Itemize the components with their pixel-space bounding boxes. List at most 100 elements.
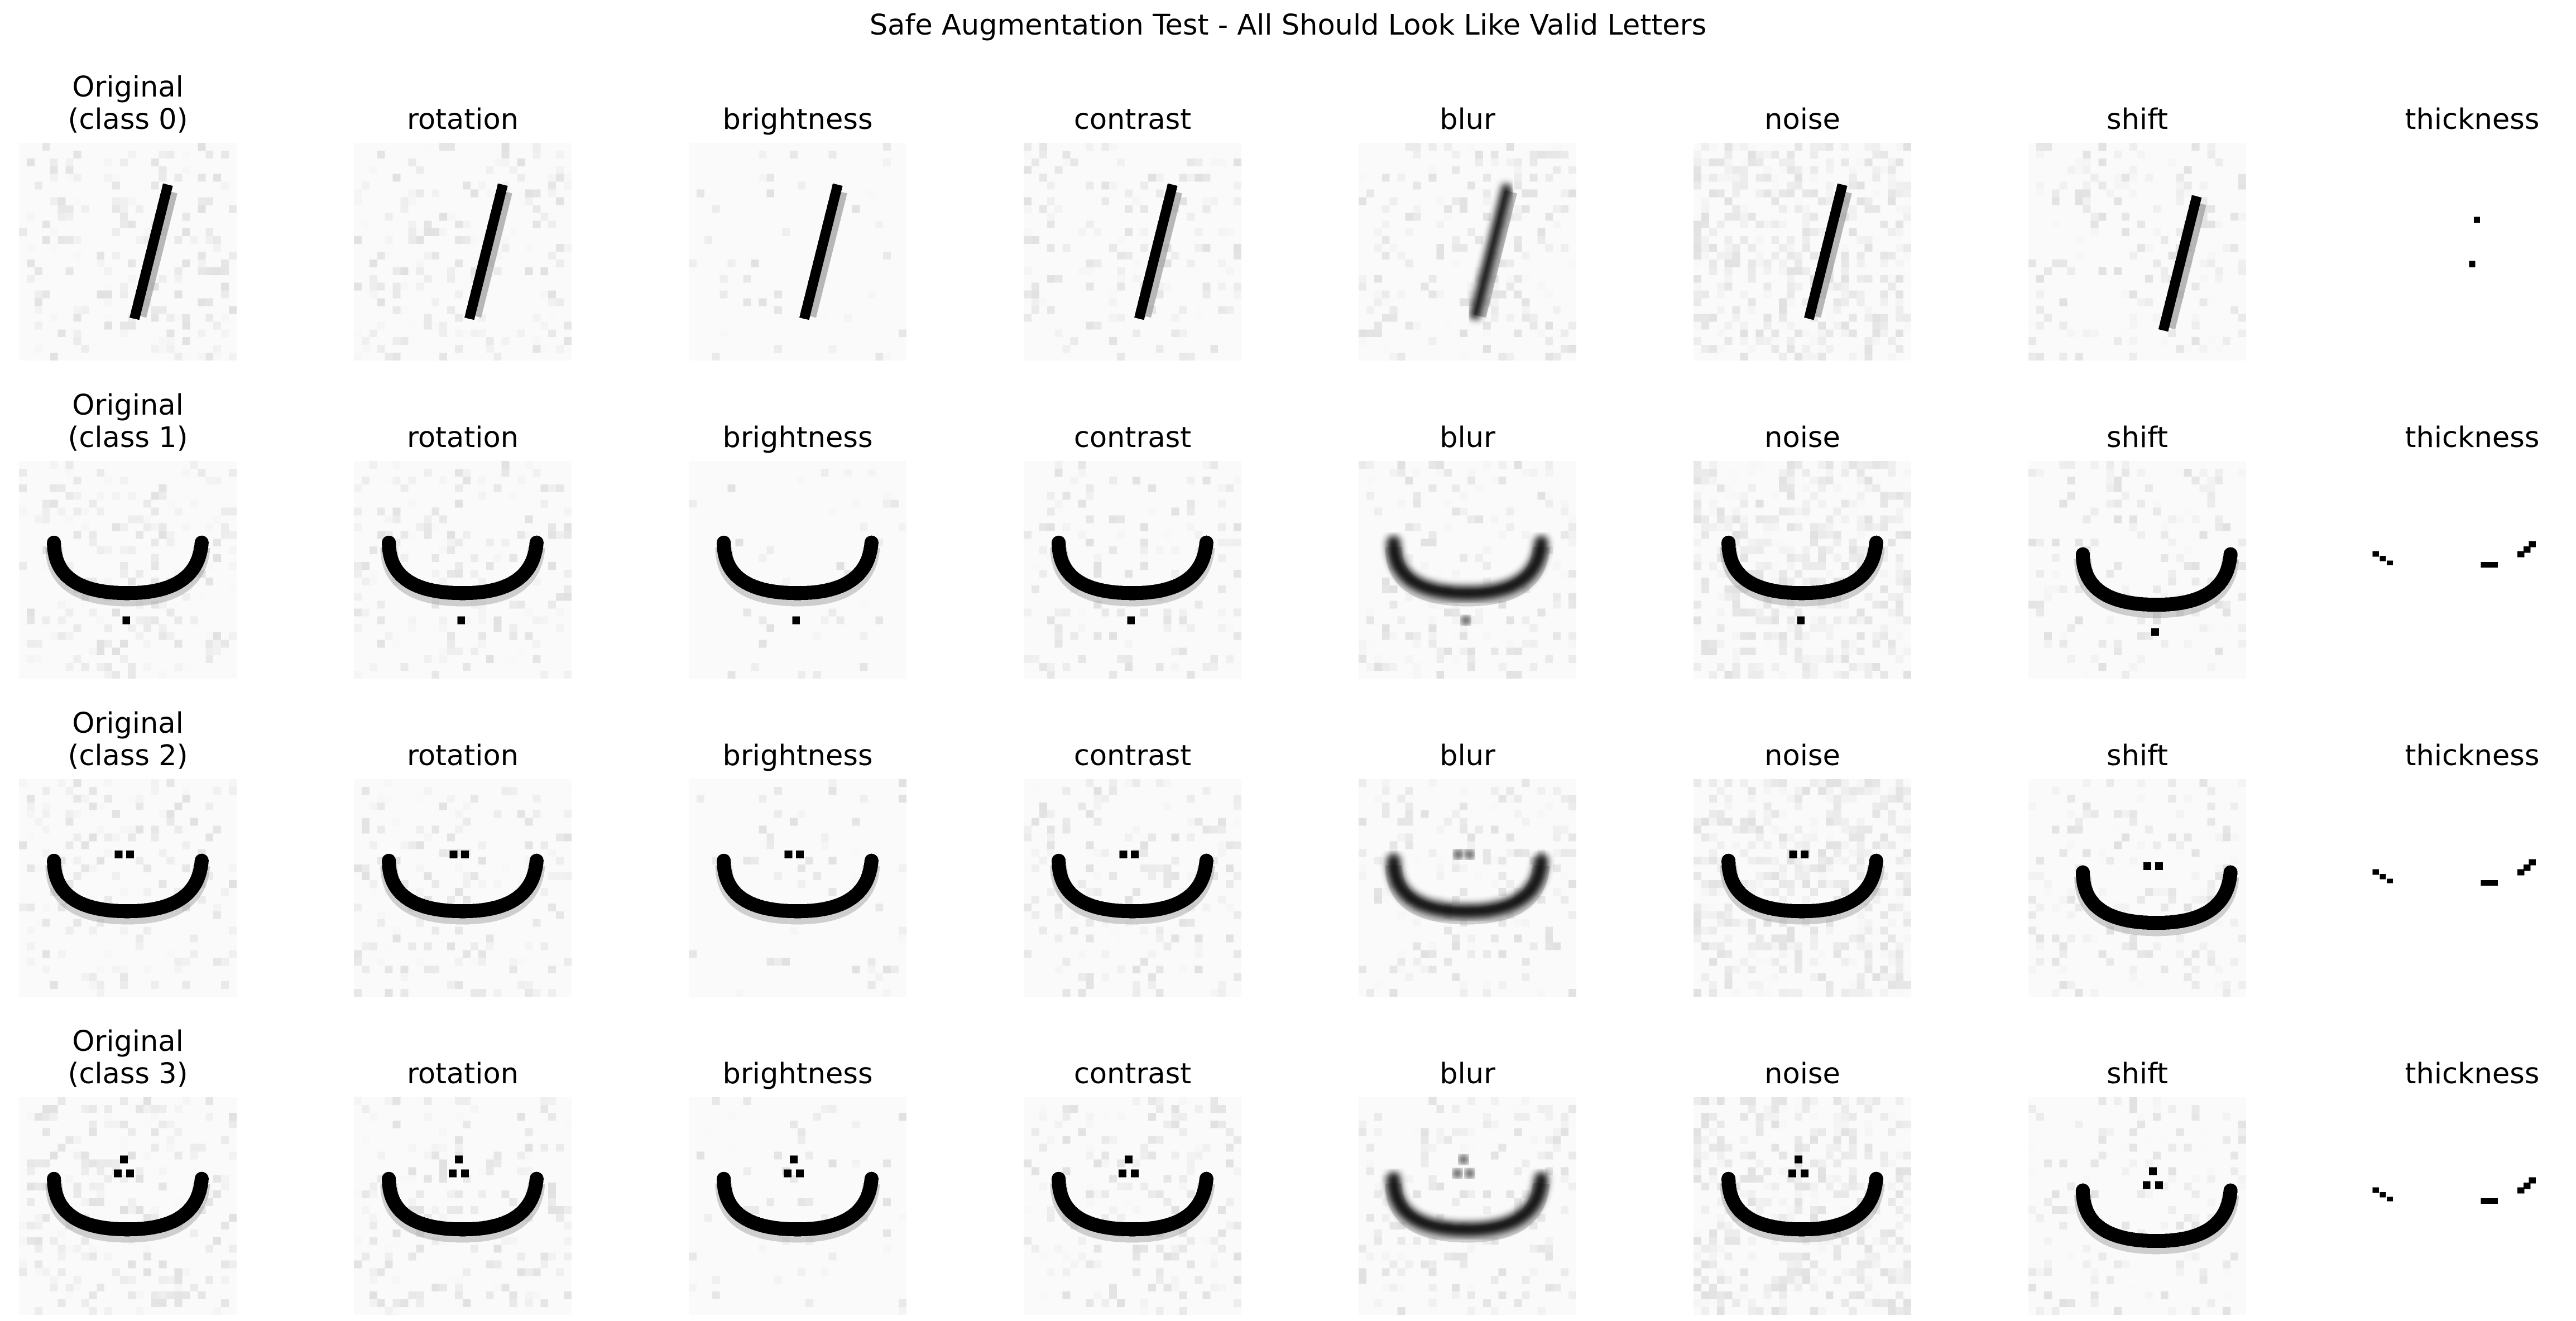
augmented-image xyxy=(689,461,906,679)
augmented-image xyxy=(1024,143,1241,361)
column-title: shift xyxy=(2106,421,2169,454)
augmented-image xyxy=(1694,1097,1911,1315)
letter-glyph xyxy=(2074,547,2239,636)
augmented-image xyxy=(1359,461,1576,679)
column-title: shift xyxy=(2106,1058,2169,1091)
fragment-pixel xyxy=(2380,1192,2386,1198)
dot xyxy=(2155,1181,2163,1189)
bowl-stroke xyxy=(1387,1171,1548,1237)
bowl-stroke xyxy=(47,853,209,919)
column-title: contrast xyxy=(1073,103,1192,136)
dot xyxy=(1119,851,1128,859)
bowl-stroke xyxy=(1052,853,1213,919)
dot xyxy=(2151,628,2159,636)
fragment-pixel xyxy=(2386,878,2393,883)
column-title: rotation xyxy=(407,1058,519,1091)
augmented-image xyxy=(1024,779,1241,997)
dot xyxy=(126,851,135,859)
letter-glyph xyxy=(1385,1155,1550,1243)
noise-pixels xyxy=(1359,1097,1576,1315)
glyph-shadow xyxy=(1809,190,1852,318)
dot xyxy=(455,1155,463,1164)
fragment-pixel xyxy=(2529,859,2536,866)
augmented-image xyxy=(2028,461,2246,679)
noise-pixels xyxy=(2028,461,2246,679)
noise-pixels xyxy=(1024,461,1241,679)
augmented-image xyxy=(354,1097,572,1315)
dot xyxy=(120,1155,128,1164)
letter-glyph xyxy=(129,183,178,320)
column-title: brightness xyxy=(722,103,873,136)
letter-glyph xyxy=(1050,535,1215,625)
letter-glyph xyxy=(380,1155,545,1243)
column-title: shift xyxy=(2106,739,2169,772)
dot xyxy=(114,851,123,859)
dot xyxy=(1801,1169,1809,1178)
bowl-stroke xyxy=(717,853,879,919)
augmented-image xyxy=(354,143,572,361)
noise-pixels xyxy=(1024,143,1241,361)
fragment-pixel xyxy=(2529,541,2536,547)
bowl-stroke xyxy=(47,535,209,601)
dot xyxy=(126,1169,135,1178)
augmented-image xyxy=(689,779,906,997)
dot xyxy=(1454,851,1462,859)
augmented-image xyxy=(1694,779,1911,997)
row-title-line2: (class 1) xyxy=(68,421,188,454)
column-title: thickness xyxy=(2405,739,2540,772)
alif-stroke xyxy=(799,183,843,320)
alif-stroke xyxy=(1469,183,1513,320)
dot xyxy=(2143,862,2152,870)
column-title: brightness xyxy=(722,1058,873,1091)
dot xyxy=(790,1155,798,1164)
bowl-stroke xyxy=(382,535,544,601)
dot xyxy=(1131,1169,1139,1178)
noise-pixels xyxy=(2028,1097,2246,1315)
letter-glyph xyxy=(799,183,847,320)
fragment-pixel xyxy=(2523,1183,2531,1189)
bowl-stroke xyxy=(382,853,544,919)
column-title: blur xyxy=(1440,739,1495,772)
bowl-stroke xyxy=(717,1171,879,1237)
letter-glyph xyxy=(2074,862,2239,936)
row-title-line2: (class 2) xyxy=(68,739,188,772)
augmented-image xyxy=(1359,1097,1576,1315)
column-title: noise xyxy=(1764,421,1840,454)
column-title: rotation xyxy=(407,739,519,772)
glyph-shadow xyxy=(1139,190,1182,318)
glyph-shadow xyxy=(804,190,847,318)
fragment-pixel xyxy=(2386,560,2393,565)
column-title: rotation xyxy=(407,103,519,136)
row-title-line1: Original xyxy=(72,707,184,740)
alif-stroke xyxy=(2158,195,2202,332)
bowl-stroke xyxy=(1721,853,1883,919)
augmented-image xyxy=(2028,143,2246,361)
row-title: Original (class 0) xyxy=(0,71,287,136)
dot xyxy=(113,1169,122,1178)
fragment-pixel xyxy=(2481,880,2498,886)
letter-glyph xyxy=(45,851,210,925)
dot xyxy=(122,616,131,625)
bowl-stroke xyxy=(1052,1171,1213,1237)
fragment-pixel xyxy=(2380,873,2386,880)
fragment-pixel xyxy=(2517,869,2525,876)
augmented-image xyxy=(1024,1097,1241,1315)
alif-stroke xyxy=(464,183,508,320)
augmented-image xyxy=(2028,1097,2246,1315)
column-title: contrast xyxy=(1073,421,1192,454)
column-title: contrast xyxy=(1073,1058,1192,1091)
letter-glyph xyxy=(1385,535,1550,625)
dot xyxy=(1801,851,1809,859)
dot xyxy=(1466,851,1474,859)
letter-glyph xyxy=(1720,851,1885,925)
augmented-image xyxy=(1359,143,1576,361)
bowl-stroke xyxy=(1387,853,1548,919)
augmented-image xyxy=(2028,779,2246,997)
row-title: Original (class 1) xyxy=(0,390,287,454)
letter-glyph xyxy=(1720,1155,1885,1243)
column-title: brightness xyxy=(722,739,873,772)
column-title: brightness xyxy=(722,421,873,454)
row-title: Original (class 2) xyxy=(0,708,287,772)
dot xyxy=(1462,616,1470,625)
noise-pixels xyxy=(2028,779,2246,997)
